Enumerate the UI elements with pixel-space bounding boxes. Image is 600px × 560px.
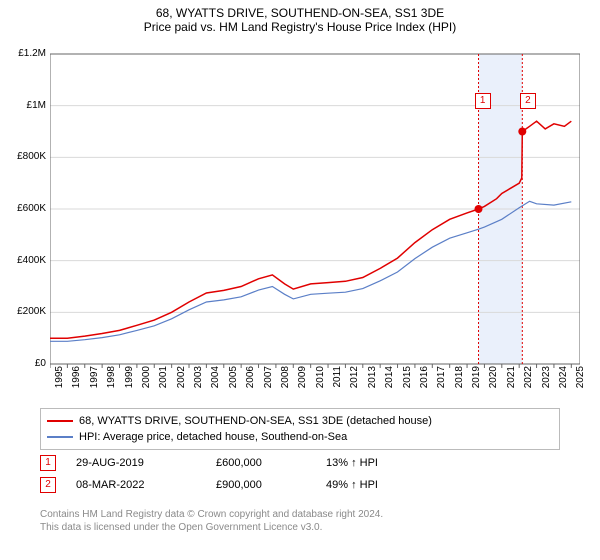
annotation-pct: 13% ↑ HPI: [326, 457, 446, 469]
x-tick-label: 2025: [575, 366, 586, 396]
x-tick-label: 2022: [523, 366, 534, 396]
x-tick-label: 2014: [384, 366, 395, 396]
x-tick-label: 2013: [367, 366, 378, 396]
chart-callout: 1: [475, 93, 491, 109]
x-tick-label: 1998: [106, 366, 117, 396]
x-tick-label: 2001: [158, 366, 169, 396]
y-tick-label: £800K: [2, 151, 46, 162]
annotation-row: 1 29-AUG-2019 £600,000 13% ↑ HPI: [40, 452, 560, 474]
legend-box: 68, WYATTS DRIVE, SOUTHEND-ON-SEA, SS1 3…: [40, 408, 560, 450]
x-tick-label: 2004: [210, 366, 221, 396]
legend-swatch: [47, 420, 73, 422]
legend-row: 68, WYATTS DRIVE, SOUTHEND-ON-SEA, SS1 3…: [47, 413, 553, 429]
x-tick-label: 2011: [332, 366, 343, 396]
x-tick-label: 2016: [419, 366, 430, 396]
chart-container: 68, WYATTS DRIVE, SOUTHEND-ON-SEA, SS1 3…: [0, 0, 600, 560]
y-tick-label: £200K: [2, 306, 46, 317]
x-tick-label: 1996: [71, 366, 82, 396]
footer-text: Contains HM Land Registry data © Crown c…: [40, 508, 383, 534]
x-tick-label: 2003: [193, 366, 204, 396]
y-tick-label: £600K: [2, 203, 46, 214]
x-tick-label: 2006: [245, 366, 256, 396]
x-tick-label: 1999: [124, 366, 135, 396]
annotation-row: 2 08-MAR-2022 £900,000 49% ↑ HPI: [40, 474, 560, 496]
y-tick-label: £0: [2, 358, 46, 369]
x-tick-label: 2021: [506, 366, 517, 396]
chart-svg: [50, 44, 580, 384]
annotation-price: £600,000: [216, 457, 326, 469]
x-tick-label: 2023: [541, 366, 552, 396]
x-tick-label: 1997: [89, 366, 100, 396]
x-tick-label: 2012: [349, 366, 360, 396]
annotation-date: 29-AUG-2019: [76, 457, 216, 469]
chart-title: 68, WYATTS DRIVE, SOUTHEND-ON-SEA, SS1 3…: [0, 6, 600, 20]
x-tick-label: 2005: [228, 366, 239, 396]
title-block: 68, WYATTS DRIVE, SOUTHEND-ON-SEA, SS1 3…: [0, 0, 600, 34]
y-tick-label: £1M: [2, 100, 46, 111]
annotation-pct: 49% ↑ HPI: [326, 479, 446, 491]
legend-label: 68, WYATTS DRIVE, SOUTHEND-ON-SEA, SS1 3…: [79, 415, 432, 427]
y-tick-label: £400K: [2, 255, 46, 266]
legend-label: HPI: Average price, detached house, Sout…: [79, 431, 347, 443]
annotation-price: £900,000: [216, 479, 326, 491]
chart-area: [50, 44, 580, 384]
footer-line1: Contains HM Land Registry data © Crown c…: [40, 508, 383, 521]
annotation-table: 1 29-AUG-2019 £600,000 13% ↑ HPI 2 08-MA…: [40, 452, 560, 496]
x-tick-label: 2015: [402, 366, 413, 396]
x-tick-label: 2018: [454, 366, 465, 396]
legend-swatch: [47, 436, 73, 438]
x-tick-label: 2009: [297, 366, 308, 396]
x-tick-label: 2020: [488, 366, 499, 396]
y-tick-label: £1.2M: [2, 48, 46, 59]
x-tick-label: 2024: [558, 366, 569, 396]
footer-line2: This data is licensed under the Open Gov…: [40, 521, 383, 534]
x-tick-label: 2010: [315, 366, 326, 396]
legend-row: HPI: Average price, detached house, Sout…: [47, 429, 553, 445]
annotation-number: 1: [40, 455, 56, 471]
x-tick-label: 2019: [471, 366, 482, 396]
annotation-date: 08-MAR-2022: [76, 479, 216, 491]
x-tick-label: 2000: [141, 366, 152, 396]
chart-callout: 2: [520, 93, 536, 109]
x-tick-label: 2007: [263, 366, 274, 396]
annotation-number: 2: [40, 477, 56, 493]
x-tick-label: 2017: [436, 366, 447, 396]
x-tick-label: 2002: [176, 366, 187, 396]
x-tick-label: 1995: [54, 366, 65, 396]
x-tick-label: 2008: [280, 366, 291, 396]
chart-subtitle: Price paid vs. HM Land Registry's House …: [0, 20, 600, 34]
